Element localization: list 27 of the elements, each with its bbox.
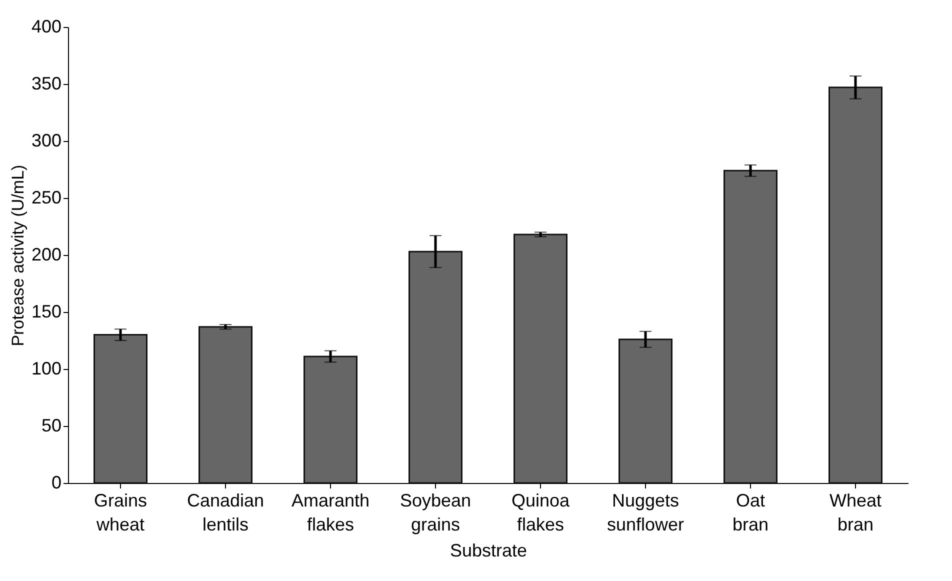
bar [514, 234, 568, 484]
x-tick-label: Quinoa flakes [511, 490, 571, 534]
bar [304, 356, 358, 484]
x-tick-label: Grains wheat [94, 490, 148, 534]
x-tick-label: Oat bran [732, 490, 769, 534]
bar [94, 334, 148, 484]
y-tick-label: 150 [31, 302, 62, 322]
bar [198, 326, 252, 484]
x-tick-label: Canadian lentils [186, 490, 264, 534]
y-tick-label: 100 [31, 358, 62, 378]
y-tick-label: 350 [31, 74, 62, 94]
bar [724, 170, 778, 484]
y-tick-label: 250 [31, 188, 62, 208]
x-tick-label: Wheat bran [829, 490, 882, 534]
y-tick-label: 0 [51, 472, 62, 492]
bar [828, 86, 882, 484]
x-tick-label: Soybean grains [400, 490, 472, 534]
y-axis-title: Protease activity (U/mL) [8, 164, 28, 346]
y-tick-label: 300 [31, 130, 62, 150]
y-tick-label: 200 [31, 244, 62, 264]
bar [618, 338, 672, 484]
x-tick-label: Nuggets sunflower [606, 490, 684, 534]
y-tick-label: 50 [41, 416, 62, 436]
x-tick-label: Amaranth flakes [291, 490, 370, 534]
y-tick-label: 400 [31, 16, 62, 36]
x-axis-title: Substrate [450, 540, 528, 560]
bar [408, 250, 462, 484]
